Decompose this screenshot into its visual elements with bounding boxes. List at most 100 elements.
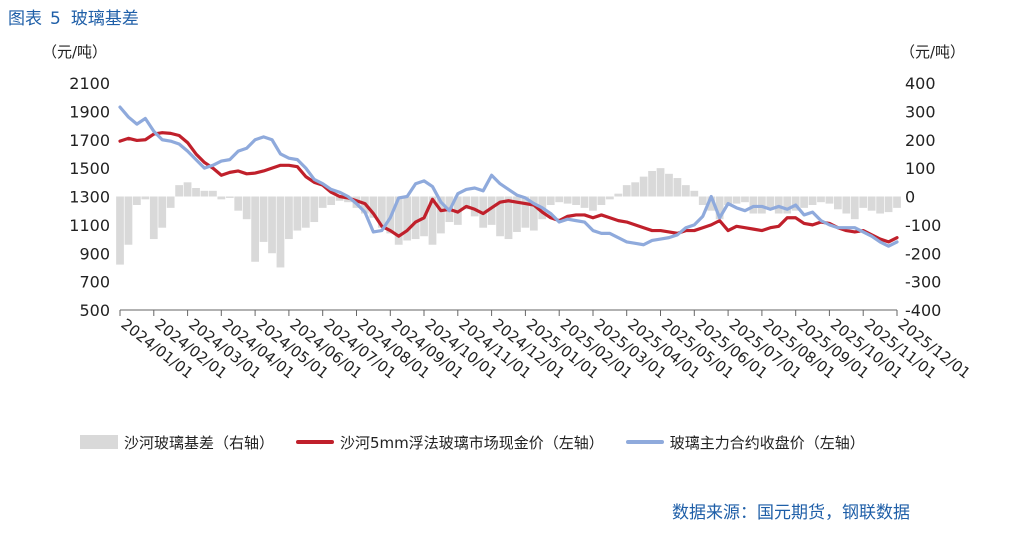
source-note: 数据来源：国元期货，钢联数据 (672, 503, 910, 523)
basis-bar (242, 196, 251, 220)
basis-bar (217, 196, 226, 200)
basis-bar (192, 187, 200, 197)
basis-bar (268, 196, 276, 254)
right-tick-label: -400 (905, 301, 941, 320)
basis-bar (293, 196, 302, 231)
left-tick-label: 2100 (69, 74, 110, 93)
basis-bar (834, 196, 842, 210)
basis-bar (893, 196, 901, 208)
basis-bar (605, 196, 614, 200)
basis-bar (783, 196, 792, 214)
basis-bar (310, 196, 319, 223)
basis-bar (665, 173, 673, 197)
basis-bar (504, 196, 513, 240)
basis-bar (690, 190, 699, 197)
basis-bar (825, 196, 834, 204)
basis-bar (496, 196, 504, 237)
basis-bar (698, 196, 707, 206)
legend-swatch-futures (625, 440, 664, 444)
right-tick-label: -200 (905, 244, 941, 263)
legend-label-futures: 玻璃主力合约收盘价（左轴） (669, 433, 865, 452)
figure-label: 图表 (8, 9, 42, 29)
left-tick-label: 1300 (69, 188, 110, 207)
spot-price-line (118, 131, 899, 244)
basis-bar (403, 196, 412, 241)
basis-bar (589, 196, 597, 211)
basis-bar (724, 196, 732, 206)
legend-item-basis: 沙河玻璃基差（右轴） (80, 432, 274, 453)
price-lines (118, 105, 899, 248)
basis-bar (428, 196, 437, 245)
basis-bar (276, 196, 285, 268)
basis-bar (808, 196, 817, 206)
legend: 沙河玻璃基差（右轴） 沙河5mm浮法玻璃市场现金价（左轴） 玻璃主力合约收盘价（… (80, 428, 995, 456)
basis-bar (209, 190, 217, 197)
basis-bar (800, 196, 808, 208)
basis-bar (369, 196, 378, 218)
legend-swatch-spot (296, 440, 335, 444)
basis-bar (850, 196, 859, 220)
basis-bar (335, 196, 344, 201)
left-tick-label: 1100 (69, 216, 110, 235)
basis-bar (394, 196, 403, 245)
basis-bar (158, 196, 167, 228)
basis-bar (673, 178, 682, 197)
basis-bar (183, 182, 192, 197)
right-tick-label: 300 (905, 102, 936, 121)
basis-bar (631, 182, 640, 197)
basis-bar (563, 196, 572, 204)
basis-bar (817, 196, 825, 203)
right-tick-label: -300 (905, 273, 941, 292)
basis-bar (487, 196, 496, 225)
basis-bar (133, 196, 141, 206)
basis-bar (766, 196, 775, 208)
legend-item-spot: 沙河5mm浮法玻璃市场现金价（左轴） (296, 432, 604, 453)
basis-bar (884, 196, 893, 213)
figure-number: 5 (50, 9, 61, 29)
left-axis-unit: （元/吨） (42, 43, 108, 61)
legend-item-futures: 玻璃主力合约收盘价（左轴） (625, 432, 865, 453)
basis-bar (572, 196, 580, 206)
basis-bar (867, 196, 876, 211)
right-axis-unit: （元/吨） (900, 43, 966, 61)
basis-bar (842, 196, 851, 214)
figure-title: 玻璃基差 (70, 9, 139, 29)
basis-bar (741, 196, 749, 203)
basis-bar (648, 170, 656, 197)
basis-bar (555, 196, 564, 203)
right-tick-label: 0 (905, 188, 915, 207)
basis-chart: 500 700 900 1100 1300 1500 1700 1900 2100 -400 -3… (69, 74, 974, 382)
basis-bar (200, 190, 209, 197)
basis-bar (411, 196, 420, 240)
legend-label-basis: 沙河玻璃基差（右轴） (124, 433, 275, 452)
basis-bar (546, 196, 555, 206)
figure-caption: 图表 5 玻璃基差 (8, 4, 139, 29)
basis-bar (259, 196, 268, 242)
left-tick-label: 500 (79, 301, 110, 320)
legend-label-spot: 沙河5mm浮法玻璃市场现金价（左轴） (340, 433, 604, 452)
basis-bar (149, 196, 158, 240)
right-tick-label: 400 (905, 74, 936, 93)
basis-bar (166, 196, 175, 208)
basis-bar (327, 196, 336, 206)
basis-bar (116, 196, 124, 265)
basis-bar (681, 185, 690, 197)
basis-bar (124, 196, 133, 245)
basis-bar (318, 196, 327, 208)
left-tick-label: 1700 (69, 131, 110, 150)
basis-bar (876, 196, 884, 214)
right-tick-label: -100 (905, 216, 941, 235)
basis-bar (715, 196, 724, 220)
left-tick-label: 900 (79, 244, 110, 263)
basis-bar (622, 185, 631, 197)
x-axis: 2024/01/012024/02/012024/03/012024/04/01… (118, 309, 974, 382)
basis-bar (462, 196, 471, 210)
right-tick-label: 200 (905, 131, 936, 150)
left-tick-label: 1900 (69, 102, 110, 121)
left-axis: 500 700 900 1100 1300 1500 1700 1900 2100 (69, 74, 110, 320)
basis-bar (141, 196, 150, 200)
basis-bar (470, 196, 479, 217)
right-tick-label: 100 (905, 159, 936, 178)
left-tick-label: 700 (79, 273, 110, 292)
basis-bar (225, 196, 234, 198)
